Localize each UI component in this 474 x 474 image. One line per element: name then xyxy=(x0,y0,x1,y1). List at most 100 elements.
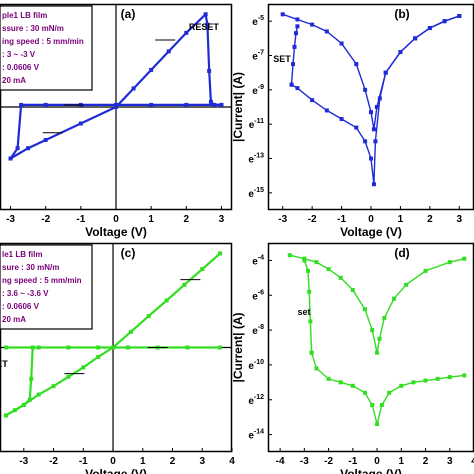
y-tick-label: e-9 xyxy=(252,84,264,97)
data-point xyxy=(66,374,71,379)
x-tick-label: 1 xyxy=(399,456,405,467)
data-point xyxy=(36,345,41,350)
panel-label: (d) xyxy=(394,246,409,260)
data-point xyxy=(462,256,467,261)
data-point xyxy=(21,402,26,407)
data-point xyxy=(3,345,8,350)
data-point xyxy=(377,336,382,341)
data-point xyxy=(377,96,382,101)
data-point xyxy=(309,350,314,355)
data-point xyxy=(314,366,319,371)
plot-frame xyxy=(267,3,474,211)
x-tick-label: -2 xyxy=(41,214,50,225)
data-point xyxy=(207,68,212,73)
info-box-line: sure : 30 mN/m xyxy=(2,263,59,272)
data-point xyxy=(200,267,205,272)
x-tick-label: 2 xyxy=(170,456,176,467)
data-point xyxy=(371,182,376,187)
x-tick-label: -1 xyxy=(337,214,346,225)
x-axis-title: Voltage (V) xyxy=(340,467,402,474)
x-tick-label: 3 xyxy=(199,456,205,467)
info-box-line: le1 LB film xyxy=(2,250,42,259)
data-point xyxy=(131,86,136,91)
y-tick-label: e-14 xyxy=(248,429,264,442)
data-point xyxy=(81,365,86,370)
data-point xyxy=(423,378,428,383)
info-box-line: ple1 LB film xyxy=(2,11,47,20)
x-tick-label: 0 xyxy=(113,214,119,225)
data-point xyxy=(78,121,83,126)
y-tick-label: e-15 xyxy=(248,187,264,200)
data-point xyxy=(149,67,154,72)
data-point xyxy=(363,139,368,144)
data-point xyxy=(280,12,285,17)
data-point xyxy=(51,384,56,389)
data-point xyxy=(43,137,48,142)
data-point xyxy=(369,110,373,115)
x-tick-label: -2 xyxy=(324,456,333,467)
data-point xyxy=(370,402,375,407)
panel-label: (b) xyxy=(394,7,409,21)
data-point xyxy=(379,402,384,407)
y-tick-label: e-13 xyxy=(248,153,264,166)
data-point xyxy=(128,329,133,334)
annotation-label: SET xyxy=(273,54,291,64)
info-box-line: : 0.0606 V xyxy=(2,302,40,311)
data-point xyxy=(399,383,404,388)
data-point xyxy=(382,315,387,320)
data-point xyxy=(19,102,24,107)
data-point xyxy=(203,12,208,17)
y-tick-label: e-5 xyxy=(252,15,264,28)
chart-panel-1: -3 -2 -1 0 1 2 3 Voltage (V) (a) RESET ple1 LB fil… xyxy=(0,3,233,239)
data-point xyxy=(295,86,300,91)
annotation-label: set xyxy=(297,307,310,317)
data-series-line xyxy=(5,346,114,417)
panel-label: (c) xyxy=(121,246,136,260)
chart-panel-2: -3 -2 -1 0 1 2 3 Voltage (V) e-5 e-7 e-9 e-11 e-13 e-… xyxy=(231,3,474,239)
data-point xyxy=(125,345,130,350)
data-point xyxy=(287,253,292,258)
data-point xyxy=(114,105,118,109)
data-point xyxy=(374,105,379,109)
data-series-line xyxy=(5,347,34,417)
y-axis-title: |Current| (A) xyxy=(231,72,245,142)
data-point xyxy=(362,307,367,312)
data-point xyxy=(29,376,34,381)
data-point xyxy=(36,392,41,397)
x-tick-label: 0 xyxy=(374,456,380,467)
data-point xyxy=(411,380,416,385)
x-tick-label: 3 xyxy=(219,214,225,225)
x-tick-label: 4 xyxy=(471,456,474,467)
data-point xyxy=(398,50,403,55)
data-point xyxy=(293,31,298,36)
data-point xyxy=(114,102,118,107)
data-point xyxy=(339,41,344,46)
data-point xyxy=(205,22,210,27)
data-point xyxy=(350,288,355,293)
chart-panel-4: -4 -3 -2 -1 0 1 2 3 4 Voltage (V) e-4 e-6 e-8 e-10 e-1… xyxy=(231,242,474,474)
data-point xyxy=(96,354,101,359)
x-tick-label: 3 xyxy=(447,456,453,467)
data-point xyxy=(324,108,329,113)
y-tick-label: e-4 xyxy=(252,254,264,267)
data-point xyxy=(435,376,440,381)
data-point xyxy=(295,24,300,29)
data-point xyxy=(392,296,397,301)
data-point xyxy=(354,62,359,67)
data-point xyxy=(218,251,223,256)
data-point xyxy=(457,14,462,19)
data-point xyxy=(338,380,343,385)
x-tick-label: -1 xyxy=(76,214,85,225)
info-box-line: 20 mA xyxy=(2,76,26,85)
data-point xyxy=(326,267,331,272)
y-tick-label: e-11 xyxy=(249,118,264,131)
data-point xyxy=(369,156,373,161)
x-tick-label: 1 xyxy=(398,214,404,225)
y-tick-label: e-12 xyxy=(248,394,264,407)
x-axis-title: Voltage (V) xyxy=(340,225,402,239)
x-tick-label: -3 xyxy=(278,214,287,225)
data-point xyxy=(3,413,8,418)
x-tick-label: 2 xyxy=(427,214,433,225)
x-tick-label: -2 xyxy=(308,214,317,225)
x-tick-label: -3 xyxy=(300,456,309,467)
